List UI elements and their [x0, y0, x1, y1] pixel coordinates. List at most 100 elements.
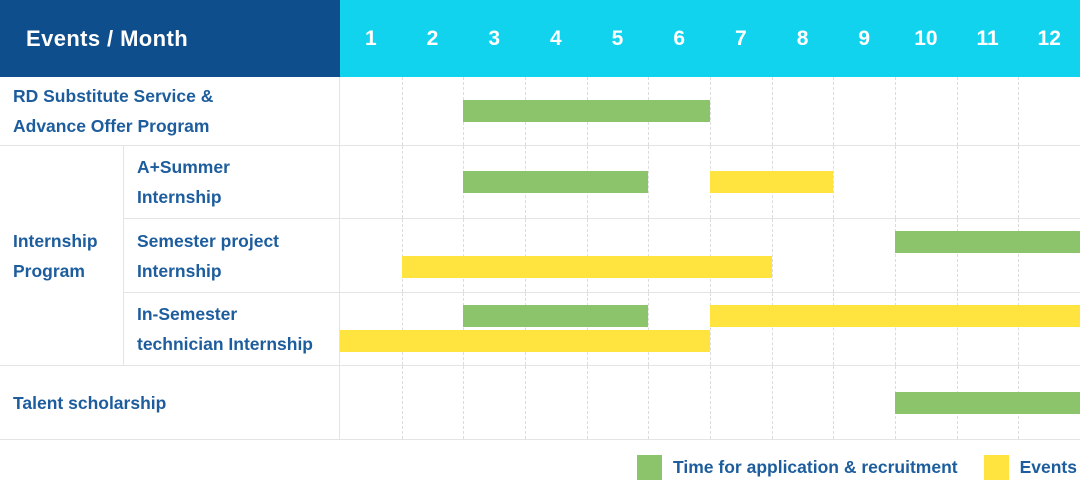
month-gridline	[648, 366, 650, 439]
group-label-line: Program	[13, 260, 85, 281]
row-label-line: Internship	[137, 187, 222, 207]
row-label-line: RD Substitute Service &	[13, 86, 214, 106]
row-a-summer: A+Summer Internship	[124, 146, 1080, 219]
month-gridline	[1018, 77, 1020, 145]
row-rd-substitute: RD Substitute Service & Advance Offer Pr…	[0, 77, 1080, 146]
gantt-track	[340, 293, 1080, 365]
month-gridline	[895, 146, 896, 218]
month-gridline	[895, 219, 896, 292]
month-label: 9	[858, 26, 871, 50]
gantt-bar-recruitment	[895, 231, 1080, 253]
row-talent-scholarship: Talent scholarship	[0, 366, 1080, 440]
month-label: 1	[364, 26, 377, 50]
month-gridline	[956, 146, 958, 218]
legend: Time for application & recruitment Event…	[0, 455, 1080, 480]
gantt-bar-events	[710, 171, 834, 193]
month-gridline	[771, 366, 773, 439]
month-gridline	[833, 293, 835, 365]
month-label: 3	[488, 26, 501, 50]
month-gridline	[463, 293, 465, 365]
row-label-line: Internship	[137, 260, 222, 281]
row-label-line: Talent scholarship	[13, 392, 167, 413]
month-label: 12	[1037, 26, 1061, 50]
gantt-bar-recruitment	[463, 305, 649, 327]
row-label-line: Semester project	[137, 230, 280, 251]
month-gridline	[525, 366, 526, 439]
month-gridline	[895, 293, 896, 365]
gantt-bar-events	[340, 330, 710, 352]
month-gridline	[586, 219, 588, 292]
month-gridline	[648, 293, 650, 365]
month-gridline	[463, 366, 465, 439]
header-months: 1 2 3 4 5 6 7 8 9 10 11 12	[340, 0, 1080, 77]
month-gridline	[1018, 146, 1020, 218]
month-gridline	[648, 219, 650, 292]
month-gridline	[401, 293, 403, 365]
row-label-line: A+Summer	[137, 157, 230, 177]
month-gridline	[833, 146, 835, 218]
month-gridline	[771, 219, 773, 292]
month-gridline	[956, 77, 958, 145]
month-label: 11	[976, 26, 999, 50]
month-gridline	[586, 293, 588, 365]
row-label: Talent scholarship	[0, 366, 340, 439]
month-gridline	[956, 293, 958, 365]
legend-events-label: Events	[1019, 457, 1077, 477]
month-gridline	[401, 77, 403, 145]
gantt-bar-recruitment	[895, 391, 1080, 414]
month-label: 4	[550, 26, 562, 50]
month-gridline	[710, 366, 711, 439]
row-label-line: Advance Offer Program	[13, 116, 210, 136]
month-gridline	[710, 77, 711, 145]
month-gridline	[401, 146, 403, 218]
row-label-line: technician Internship	[137, 334, 313, 354]
month-gridline	[833, 77, 835, 145]
month-gridline	[771, 293, 773, 365]
row-label: In-Semester technician Internship	[124, 293, 340, 365]
gantt-track	[340, 366, 1080, 439]
gantt-bar-events	[710, 305, 1080, 327]
month-gridline	[525, 293, 526, 365]
month-gridline	[1018, 219, 1020, 292]
month-gridline	[1018, 293, 1020, 365]
row-label: A+Summer Internship	[124, 146, 340, 218]
month-gridline	[710, 293, 711, 365]
gantt-track	[340, 146, 1080, 218]
month-gridline	[586, 366, 588, 439]
table-header: Events / Month 1 2 3 4 5 6 7 8 9 10 11 12	[0, 0, 1080, 77]
month-gridline	[648, 146, 650, 218]
month-gridline	[401, 219, 403, 292]
month-label: 5	[611, 26, 624, 50]
month-gridline	[401, 366, 403, 439]
month-gridline	[710, 219, 711, 292]
month-label: 10	[914, 26, 938, 50]
month-gridline	[895, 77, 896, 145]
gantt-bar-recruitment	[463, 100, 710, 122]
recruitment-swatch-icon	[637, 455, 663, 480]
row-semester-project: Semester project Internship	[124, 219, 1080, 293]
month-label: 6	[673, 26, 686, 50]
month-gridline	[463, 219, 465, 292]
gantt-bar-recruitment	[463, 171, 649, 193]
row-label: Semester project Internship	[124, 219, 340, 292]
month-gridline	[525, 219, 526, 292]
header-title: Events / Month	[0, 0, 340, 77]
month-gridline	[833, 219, 835, 292]
legend-recruitment-label: Time for application & recruitment	[673, 457, 958, 477]
row-label-line: In-Semester	[137, 304, 238, 324]
month-label: 8	[796, 26, 809, 50]
row-label: RD Substitute Service & Advance Offer Pr…	[0, 77, 340, 145]
events-swatch-icon	[983, 455, 1009, 480]
month-label: 7	[735, 26, 747, 50]
group-label-line: Internship	[13, 230, 98, 251]
month-gridline	[833, 366, 835, 439]
month-gridline	[771, 77, 773, 145]
month-label: 2	[426, 26, 439, 50]
gantt-track	[340, 219, 1080, 292]
group-label: Internship Program	[0, 146, 124, 366]
internship-program-group: Internship Program A+Summer Internship S…	[0, 146, 1080, 366]
gantt-track	[340, 77, 1080, 145]
row-in-semester: In-Semester technician Internship	[124, 293, 1080, 366]
month-gridline	[956, 219, 958, 292]
